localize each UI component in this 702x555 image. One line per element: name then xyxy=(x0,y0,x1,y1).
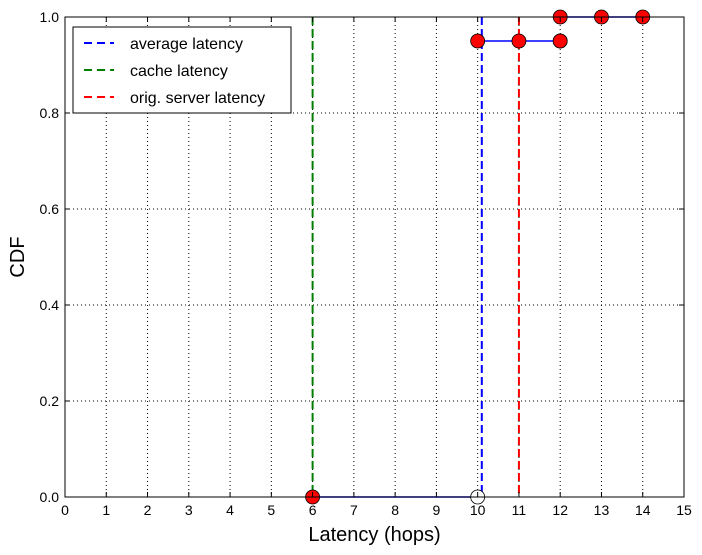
y-tick-label: 0.8 xyxy=(40,105,60,121)
x-axis-label: Latency (hops) xyxy=(308,524,440,546)
cdf-point xyxy=(470,33,486,49)
y-tick-label: 0.2 xyxy=(40,393,60,409)
x-tick-label: 2 xyxy=(144,502,152,518)
x-tick-label: 3 xyxy=(185,502,193,518)
cdf-point xyxy=(511,33,527,49)
legend-item: cache latency xyxy=(84,63,228,80)
y-tick-label: 0.6 xyxy=(40,201,60,217)
x-tick-label: 6 xyxy=(309,502,317,518)
legend-item: orig. server latency xyxy=(84,90,265,107)
x-tick-label: 1 xyxy=(102,502,110,518)
legend-item: average latency xyxy=(84,36,243,53)
x-tick-label: 4 xyxy=(226,502,234,518)
x-tick-label: 7 xyxy=(350,502,358,518)
y-tick-label: 1.0 xyxy=(40,9,60,25)
y-tick-label: 0.0 xyxy=(40,489,60,505)
x-tick-label: 12 xyxy=(552,502,568,518)
legend-label-cache-latency: cache latency xyxy=(130,63,228,80)
plot-area-frame xyxy=(64,16,685,498)
x-tick-label: 13 xyxy=(594,502,610,518)
legend: average latency cache latency orig. serv… xyxy=(72,26,292,114)
reference-lines xyxy=(311,17,520,497)
x-tick-label: 9 xyxy=(433,502,441,518)
x-tick-label: 8 xyxy=(391,502,399,518)
legend-box xyxy=(72,26,292,114)
x-tick-label: 14 xyxy=(635,502,651,518)
axis-ticks: 0 1 2 3 4 5 6 7 8 9 10 11 12 13 14 150.00.20.40.60.81.0 xyxy=(40,9,692,518)
legend-label-average-latency: average latency xyxy=(130,36,243,53)
x-tick-label: 11 xyxy=(512,502,527,518)
cdf-point xyxy=(552,33,568,49)
y-axis-label: CDF xyxy=(7,236,29,277)
x-tick-label: 5 xyxy=(267,502,275,518)
x-tick-label: 10 xyxy=(470,502,486,518)
y-tick-label: 0.4 xyxy=(40,297,60,313)
x-tick-label: 0 xyxy=(61,502,69,518)
legend-label-orig-server-latency: orig. server latency xyxy=(130,90,265,107)
x-tick-label: 15 xyxy=(676,502,692,518)
